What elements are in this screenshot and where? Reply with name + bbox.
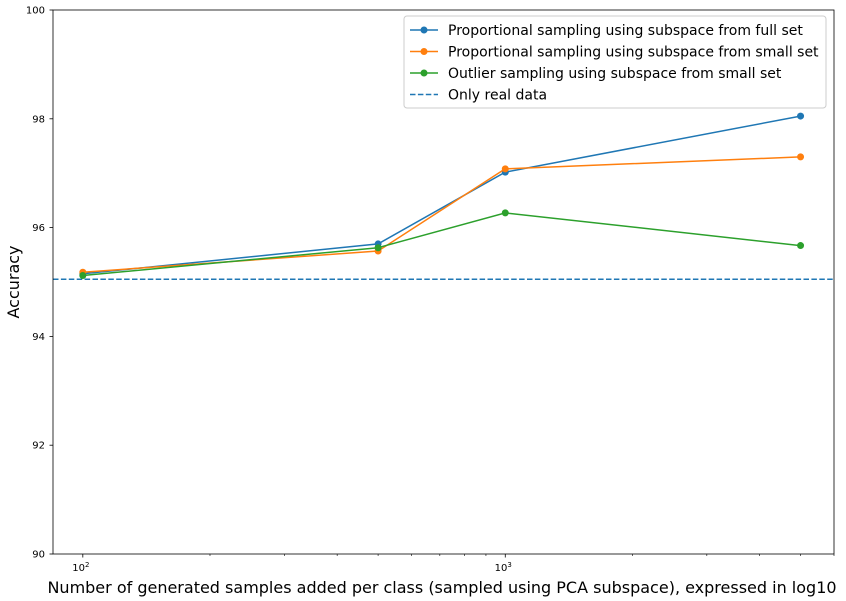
legend-handle-marker <box>420 48 428 55</box>
y-tick-label: 92 <box>32 441 45 452</box>
series-line-1 <box>82 115 801 275</box>
y-tick-label: 100 <box>26 6 45 17</box>
x-axis-label: Number of generated samples added per cl… <box>47 578 836 597</box>
legend-handle-marker <box>420 69 428 77</box>
legend-handle-marker <box>420 26 428 34</box>
legend-box <box>403 15 827 109</box>
y-axis-label: Accuracy <box>4 245 23 318</box>
y-tick-label: 94 <box>32 332 45 343</box>
data-point-series-3 <box>797 242 805 250</box>
y-tick-label: 90 <box>32 550 45 561</box>
legend-label: Proportional sampling using subspace fro… <box>448 23 803 39</box>
x-tick-label: 103 <box>495 561 512 574</box>
data-point-series-3 <box>501 209 509 217</box>
legend-label: Proportional sampling using subspace fro… <box>448 45 819 61</box>
data-point-series-3 <box>374 244 382 252</box>
legend-label: Only real data <box>448 88 547 104</box>
data-point-series-2 <box>501 165 509 173</box>
axes: 90 92 94 96 98 100 102 103 <box>26 6 835 574</box>
series-line-3 <box>82 212 801 277</box>
plot-frame <box>52 9 835 555</box>
data-point-series-1 <box>797 112 805 120</box>
legend: Proportional sampling using subspace fro… <box>403 15 827 109</box>
y-tick-label: 98 <box>32 114 45 125</box>
series-line-2 <box>82 156 801 273</box>
data-point-series-3 <box>79 271 87 279</box>
y-tick-label: 96 <box>32 223 45 234</box>
data-point-series-2 <box>797 153 805 161</box>
x-tick-label: 102 <box>72 561 89 574</box>
legend-label: Outlier sampling using subspace from sma… <box>448 66 782 82</box>
plot-area <box>53 112 834 281</box>
